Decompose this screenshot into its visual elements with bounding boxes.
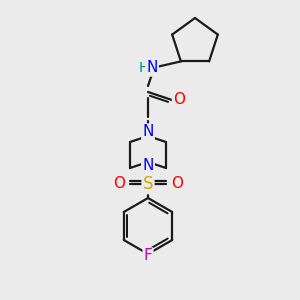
Text: O: O [113,176,125,191]
Text: O: O [171,176,183,191]
Text: O: O [173,92,185,107]
Text: N: N [142,158,154,173]
Text: F: F [144,248,152,263]
Text: N: N [142,124,154,140]
Text: H: H [139,61,149,75]
Text: N: N [146,61,158,76]
Text: S: S [143,175,153,193]
